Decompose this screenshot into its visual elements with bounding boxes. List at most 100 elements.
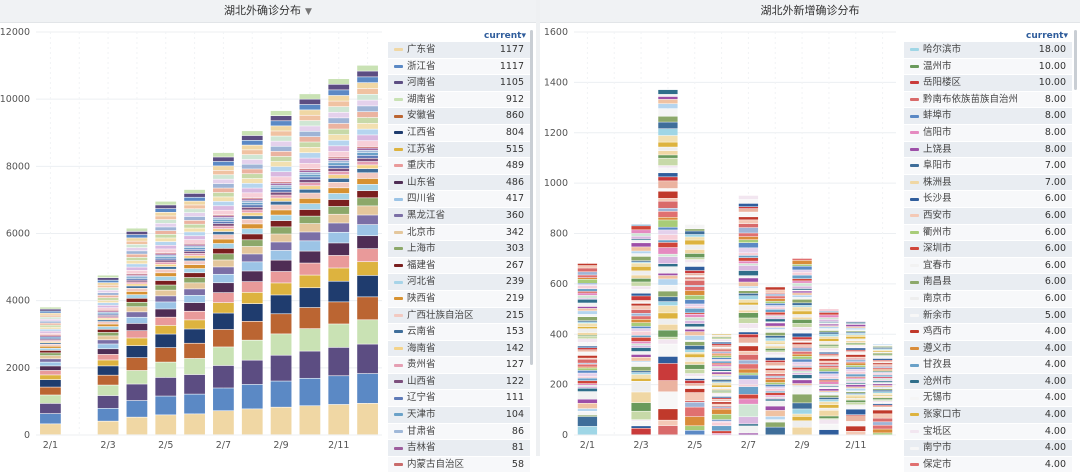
bar-stack-2/12[interactable] bbox=[357, 65, 378, 435]
legend-item[interactable]: 长沙县 6.00 bbox=[904, 191, 1072, 208]
bar-segment bbox=[577, 416, 598, 427]
bar-segment bbox=[299, 251, 321, 263]
legend-item[interactable]: 安徽省 860 bbox=[388, 108, 530, 125]
bar-segment bbox=[270, 195, 292, 198]
legend-item[interactable]: 山西省 122 bbox=[388, 373, 530, 391]
bar-stack-2/5[interactable] bbox=[155, 201, 177, 435]
legend-item[interactable]: 南宁市 4.00 bbox=[904, 440, 1072, 457]
legend-item[interactable]: 上海市 303 bbox=[388, 241, 530, 258]
bar-stack-2/9[interactable] bbox=[270, 110, 292, 435]
legend-item[interactable]: 山东省 486 bbox=[388, 174, 530, 192]
legend-item[interactable]: 辽宁省 111 bbox=[388, 390, 530, 408]
legend-item[interactable]: 西安市 6.00 bbox=[904, 207, 1072, 225]
legend-item[interactable]: 福建省 267 bbox=[388, 257, 530, 275]
legend-item[interactable]: 广东省 1177 bbox=[388, 42, 530, 59]
chevron-down-icon[interactable]: ▼ bbox=[305, 7, 312, 17]
bar-stack-2/5[interactable] bbox=[685, 224, 705, 435]
bar-segment bbox=[357, 173, 378, 179]
bar-stack-2/3[interactable] bbox=[631, 224, 651, 435]
bar-stack-2/8[interactable] bbox=[765, 283, 785, 435]
bar-segment bbox=[241, 321, 263, 340]
legend-item[interactable]: 信阳市 8.00 bbox=[904, 124, 1072, 142]
legend-item[interactable]: 温州市 10.00 bbox=[904, 58, 1072, 76]
bar-stack-2/9[interactable] bbox=[792, 258, 812, 435]
legend-item[interactable]: 海南省 142 bbox=[388, 340, 530, 358]
legend-scrollbar[interactable] bbox=[530, 30, 533, 365]
legend-value: 142 bbox=[505, 342, 524, 354]
legend-item[interactable]: 无锡市 4.00 bbox=[904, 390, 1072, 408]
legend-item[interactable]: 北京市 342 bbox=[388, 224, 530, 242]
legend-item[interactable]: 新余市 5.00 bbox=[904, 307, 1072, 325]
legend-item[interactable]: 甘孜县 4.00 bbox=[904, 357, 1072, 374]
legend-item[interactable]: 四川省 417 bbox=[388, 191, 530, 208]
legend-item[interactable]: 宝坻区 4.00 bbox=[904, 423, 1072, 441]
legend-item[interactable]: 浙江省 1117 bbox=[388, 58, 530, 76]
legend-header-current[interactable]: current▾ bbox=[1026, 31, 1068, 41]
legend-item[interactable]: 南京市 6.00 bbox=[904, 290, 1072, 308]
legend-item[interactable]: 遵义市 4.00 bbox=[904, 340, 1072, 358]
legend-item[interactable]: 河北省 239 bbox=[388, 274, 530, 291]
legend-item[interactable]: 云南省 153 bbox=[388, 324, 530, 341]
bar-segment bbox=[97, 285, 119, 288]
bar-stack-2/10[interactable] bbox=[819, 309, 839, 435]
legend-item[interactable]: 株洲县 7.00 bbox=[904, 174, 1072, 192]
legend-header-current[interactable]: current▾ bbox=[484, 31, 526, 41]
legend-item[interactable]: 沧州市 4.00 bbox=[904, 373, 1072, 391]
bar-stack-2/3[interactable] bbox=[97, 275, 119, 435]
bar-stack-2/7[interactable] bbox=[213, 152, 234, 435]
legend-scrollbar[interactable] bbox=[1074, 30, 1077, 90]
bar-segment bbox=[357, 71, 378, 77]
bar-stack-2/6[interactable] bbox=[711, 334, 732, 435]
legend-item[interactable]: 张家口市 4.00 bbox=[904, 407, 1072, 424]
legend-item[interactable]: 贵州省 127 bbox=[388, 357, 530, 374]
legend-item[interactable]: 鸡西市 4.00 bbox=[904, 324, 1072, 341]
legend-item[interactable]: 吉林省 81 bbox=[388, 440, 530, 457]
legend-item[interactable]: 上饶县 8.00 bbox=[904, 141, 1072, 159]
legend-item[interactable]: 河南省 1105 bbox=[388, 75, 530, 92]
legend-item[interactable]: 南昌县 6.00 bbox=[904, 274, 1072, 291]
bar-stack-2/11[interactable] bbox=[846, 321, 866, 435]
legend-item[interactable]: 哈尔滨市 18.00 bbox=[904, 42, 1072, 59]
legend-item[interactable]: 阜阳市 7.00 bbox=[904, 158, 1072, 175]
legend-item[interactable]: 天津市 104 bbox=[388, 407, 530, 424]
legend-item[interactable]: 江西省 804 bbox=[388, 124, 530, 142]
bar-segment bbox=[299, 209, 321, 216]
bar-stack-2/4[interactable] bbox=[126, 228, 148, 435]
bar-stack-2/1[interactable] bbox=[40, 307, 61, 435]
bar-segment bbox=[184, 239, 205, 244]
legend-item[interactable]: 宜春市 6.00 bbox=[904, 257, 1072, 275]
panel-title[interactable]: 湖北外确诊分布 ▼ bbox=[0, 0, 536, 23]
bar-segment bbox=[184, 247, 205, 249]
bar-segment bbox=[658, 266, 678, 273]
bar-segment bbox=[792, 369, 812, 371]
bar-stack-2/1[interactable] bbox=[577, 263, 598, 435]
legend-item[interactable]: 湖南省 912 bbox=[388, 91, 530, 109]
bar-stack-2/4[interactable] bbox=[658, 89, 678, 435]
bar-segment bbox=[184, 302, 205, 311]
legend-item[interactable]: 甘肃省 86 bbox=[388, 423, 530, 441]
legend-item[interactable]: 岳阳楼区 10.00 bbox=[904, 75, 1072, 92]
bar-stack-2/7[interactable] bbox=[738, 195, 759, 435]
bar-stack-2/11[interactable] bbox=[328, 79, 350, 435]
legend-item[interactable]: 黑龙江省 360 bbox=[388, 207, 530, 225]
legend-item[interactable]: 陕西省 219 bbox=[388, 290, 530, 308]
legend-item[interactable]: 深圳市 6.00 bbox=[904, 241, 1072, 258]
bar-segment bbox=[765, 287, 785, 290]
bar-segment bbox=[577, 336, 598, 339]
bar-segment bbox=[872, 351, 893, 352]
legend-item[interactable]: 重庆市 489 bbox=[388, 158, 530, 175]
bar-segment bbox=[631, 361, 651, 363]
bar-segment bbox=[577, 359, 598, 363]
legend-item[interactable]: 江苏省 515 bbox=[388, 141, 530, 159]
legend-item[interactable]: 蚌埠市 8.00 bbox=[904, 108, 1072, 125]
legend-item[interactable]: 保定市 4.00 bbox=[904, 456, 1072, 473]
legend-item[interactable]: 内蒙古自治区 58 bbox=[388, 456, 530, 473]
bar-stack-2/6[interactable] bbox=[184, 189, 205, 435]
bar-stack-2/10[interactable] bbox=[299, 94, 321, 435]
bar-segment bbox=[241, 224, 263, 229]
bar-stack-2/8[interactable] bbox=[241, 131, 263, 435]
legend-item[interactable]: 衢州市 6.00 bbox=[904, 224, 1072, 242]
legend-item[interactable]: 黔南布依族苗族自治州 8.00 bbox=[904, 91, 1072, 109]
bar-stack-2/12[interactable] bbox=[872, 344, 893, 435]
legend-item[interactable]: 广西壮族自治区 215 bbox=[388, 307, 530, 325]
